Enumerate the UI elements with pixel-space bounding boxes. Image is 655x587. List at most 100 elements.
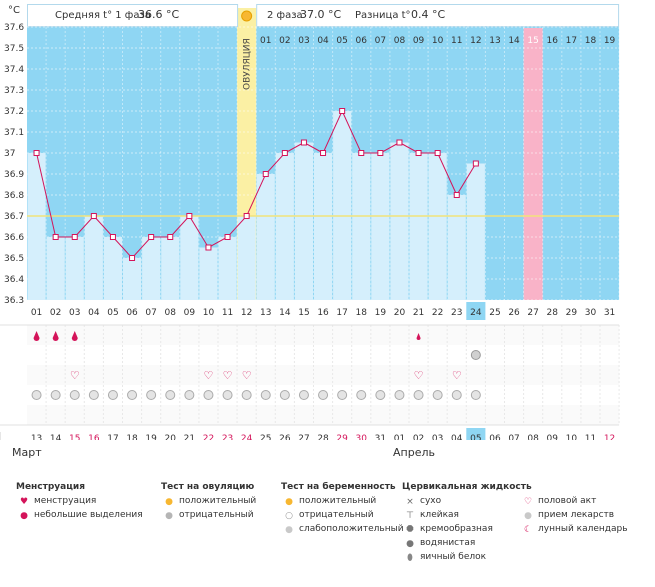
temperature-point[interactable]: [262, 171, 269, 177]
menstruation-icon[interactable]: [33, 331, 40, 341]
legend-item-label: водянистая: [420, 538, 476, 548]
cycle-day-label: 26: [508, 308, 520, 318]
cycle-day-label: 23: [451, 308, 462, 318]
medication-icon[interactable]: [413, 390, 424, 400]
medication-icon[interactable]: [146, 390, 157, 400]
menstruation-icon[interactable]: [71, 331, 78, 341]
medication-icon[interactable]: [470, 390, 481, 400]
medication-icon[interactable]: [279, 390, 290, 400]
medication-icon[interactable]: [375, 390, 386, 400]
medication-icon[interactable]: [318, 390, 329, 400]
temperature-point[interactable]: [358, 150, 365, 156]
temperature-point[interactable]: [71, 234, 78, 240]
temperature-point[interactable]: [243, 213, 250, 219]
medication-icon[interactable]: [69, 390, 80, 400]
cycle-day-label: 08: [165, 308, 177, 318]
diff-label: Разница t°: [355, 10, 411, 21]
medication-icon[interactable]: [451, 390, 462, 400]
temperature-point[interactable]: [320, 150, 327, 156]
y-tick-label: 37.1: [4, 128, 24, 138]
y-tick-label: 37.4: [4, 65, 24, 75]
date-label: 11: [585, 434, 596, 440]
temperature-point[interactable]: [52, 234, 59, 240]
cycle-day-label: 13: [260, 308, 271, 318]
medication-icon[interactable]: [50, 390, 61, 400]
cycle-day-label: 12: [241, 308, 252, 318]
intercourse-icon: ♡: [242, 369, 252, 382]
temperature-point[interactable]: [90, 213, 97, 219]
medication-icon[interactable]: [31, 390, 42, 400]
medication-icon[interactable]: [203, 390, 214, 400]
temperature-point[interactable]: [109, 234, 116, 240]
temperature-point[interactable]: [186, 213, 193, 219]
temperature-point[interactable]: [453, 192, 460, 198]
cycle-day-label: 15: [298, 308, 309, 318]
cycle-day-label: 02: [50, 308, 61, 318]
medication-icon[interactable]: [241, 390, 252, 400]
date-label: 20: [165, 434, 177, 440]
temperature-point[interactable]: [472, 160, 479, 167]
y-tick-label: 36.3: [4, 296, 24, 306]
medication-icon[interactable]: [394, 390, 405, 400]
medication-icon[interactable]: [356, 390, 367, 400]
temperature-bar: [142, 237, 161, 300]
legend-item-label: отрицательный: [179, 510, 254, 520]
legend-item-label: лунный календарь: [538, 524, 628, 534]
medication-icon[interactable]: [298, 390, 309, 400]
medication-icon[interactable]: [127, 390, 138, 400]
medication-icon[interactable]: [337, 390, 348, 400]
medication-icon[interactable]: [260, 390, 271, 400]
temperature-point[interactable]: [339, 108, 346, 114]
temperature-bar: [352, 153, 371, 300]
temperature-point[interactable]: [377, 150, 384, 156]
phase2-value: 37.0 °C: [300, 8, 342, 21]
date-label: 19: [145, 434, 157, 440]
temperature-point[interactable]: [396, 139, 403, 146]
date-label: 09: [547, 434, 559, 440]
ovulation-negative-icon: ●: [165, 511, 173, 521]
top-day-label: 16: [547, 36, 559, 46]
intercourse-icon: ♡: [414, 369, 424, 382]
temperature-point[interactable]: [129, 255, 136, 261]
temperature-point[interactable]: [434, 150, 441, 156]
date-label: 03: [432, 434, 443, 440]
temperature-point[interactable]: [167, 234, 174, 240]
menstruation-icon[interactable]: [52, 331, 59, 341]
medication-icon[interactable]: [88, 390, 99, 400]
date-label: 12: [604, 434, 615, 440]
date-label: 06: [489, 434, 501, 440]
temperature-bar: [390, 142, 409, 300]
legend-group-title: Тест на беременность: [281, 482, 396, 492]
temperature-bar: [314, 153, 333, 300]
temperature-point[interactable]: [33, 150, 40, 156]
temperature-point[interactable]: [300, 139, 307, 146]
y-tick-label: 37.2: [4, 107, 24, 117]
top-day-label: 04: [317, 36, 329, 46]
medication-icon[interactable]: [165, 390, 176, 400]
temperature-point[interactable]: [224, 234, 231, 240]
temperature-bar: [428, 153, 447, 300]
date-label: 23: [222, 434, 233, 440]
medication-icon[interactable]: [107, 390, 118, 400]
medication-icon[interactable]: [222, 390, 233, 400]
legend-item-label: небольшие выделения: [34, 510, 143, 520]
top-day-label: 19: [604, 36, 616, 46]
small-discharge-icon[interactable]: [416, 333, 421, 340]
top-day-label: 18: [585, 36, 597, 46]
cycle-day-label: 11: [222, 308, 233, 318]
current-date-highlight: [466, 428, 486, 440]
temperature-point[interactable]: [415, 150, 422, 156]
date-label: 16: [88, 434, 100, 440]
ovulation-negative-icon[interactable]: [470, 350, 481, 360]
date-label: 08: [527, 434, 539, 440]
medication-icon[interactable]: [432, 390, 443, 400]
current-day-highlight: [466, 302, 486, 320]
temperature-point[interactable]: [148, 234, 155, 240]
temperature-point[interactable]: [205, 244, 212, 251]
temperature-point[interactable]: [281, 150, 288, 156]
top-day-label: 14: [508, 36, 520, 46]
medication-icon[interactable]: [184, 390, 195, 400]
cycle-day-label: 22: [432, 308, 443, 318]
intercourse-icon: ♡: [452, 369, 462, 382]
temperature-bar: [218, 237, 237, 300]
